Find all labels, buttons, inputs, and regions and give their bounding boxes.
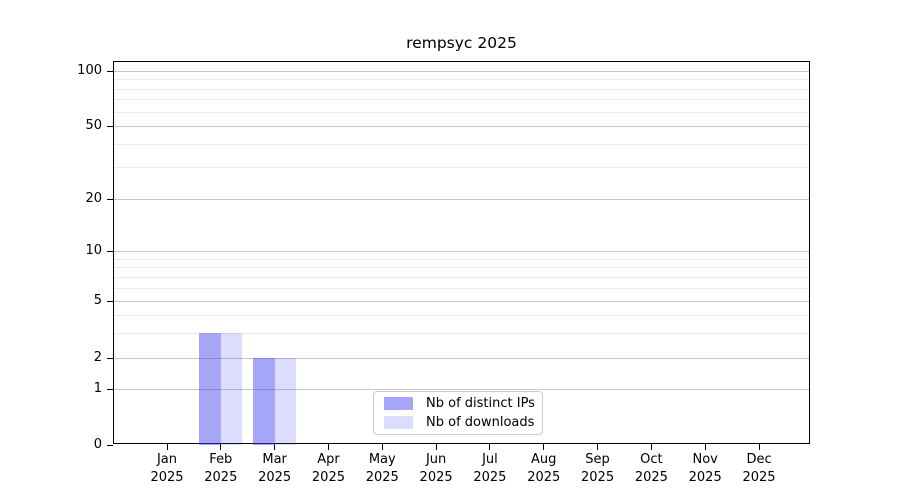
bar [220, 332, 243, 445]
x-label-year: 2025 [311, 469, 345, 485]
x-axis-tick-label: Nov 2025 [675, 451, 735, 486]
x-label-year: 2025 [527, 469, 561, 485]
x-label-month: Oct [640, 452, 663, 467]
minor-gridline [114, 314, 809, 316]
x-axis-tick [327, 444, 329, 450]
x-label-month: Dec [746, 452, 772, 467]
x-axis-tick [166, 444, 168, 450]
x-label-year: 2025 [473, 469, 507, 485]
y-axis-tick [107, 250, 113, 252]
major-gridline [114, 358, 809, 359]
legend-label: Nb of distinct IPs [426, 395, 535, 411]
minor-gridline [114, 88, 809, 90]
x-axis-tick-label: May 2025 [352, 451, 412, 486]
plot-area: Nb of distinct IPs Nb of downloads 0 1 2 5 10… [77, 61, 810, 485]
x-axis-tick-label: Feb 2025 [191, 451, 251, 486]
x-axis-tick-label: Jan 2025 [137, 451, 197, 486]
x-axis-tick [220, 444, 222, 450]
x-label-year: 2025 [419, 469, 453, 485]
x-axis-tick [597, 444, 599, 450]
x-label-month: Aug [531, 452, 557, 467]
y-axis-tick-label: 1 [93, 381, 102, 396]
minor-gridline [114, 111, 809, 113]
major-gridline [114, 126, 809, 127]
legend: Nb of distinct IPs Nb of downloads [373, 391, 543, 435]
bar [199, 332, 221, 445]
minor-gridline [114, 166, 809, 168]
bar [274, 358, 297, 445]
y-axis-tick-label: 50 [85, 118, 102, 133]
y-axis-tick [107, 388, 113, 390]
x-label-month: Jun [425, 452, 447, 467]
y-axis-tick-label: 20 [85, 191, 102, 206]
x-axis-tick-label: Jul 2025 [460, 451, 520, 486]
x-axis-tick [704, 444, 706, 450]
y-axis-tick [107, 198, 113, 200]
major-gridline [114, 389, 809, 390]
major-gridline [114, 71, 809, 72]
chart-title: rempsyc 2025 [406, 34, 517, 52]
x-axis-tick-label: Apr 2025 [298, 451, 358, 486]
x-label-year: 2025 [581, 469, 615, 485]
x-label-year: 2025 [150, 469, 184, 485]
x-label-month: Nov [692, 452, 718, 467]
minor-gridline [114, 99, 809, 101]
y-axis-tick [107, 300, 113, 302]
y-axis-tick-label: 5 [93, 293, 102, 308]
minor-gridline [114, 79, 809, 81]
x-label-year: 2025 [365, 469, 399, 485]
x-label-month: Jul [482, 452, 498, 467]
x-label-year: 2025 [742, 469, 776, 485]
x-axis-tick [274, 444, 276, 450]
major-gridline [114, 199, 809, 200]
minor-gridline [114, 143, 809, 145]
minor-gridline [114, 276, 809, 278]
x-axis-tick [435, 444, 437, 450]
major-gridline [114, 251, 809, 252]
minor-gridline [114, 267, 809, 269]
legend-entry: Nb of distinct IPs [384, 396, 542, 412]
bar [253, 358, 275, 445]
y-axis-tick [107, 357, 113, 359]
minor-gridline [114, 258, 809, 260]
x-label-month: Apr [317, 452, 340, 467]
major-gridline [114, 301, 809, 302]
x-label-month: May [368, 452, 396, 467]
legend-swatch [384, 416, 413, 429]
x-label-month: Mar [262, 452, 287, 467]
minor-gridline [114, 332, 809, 334]
x-axis-tick-label: Dec 2025 [729, 451, 789, 486]
legend-swatch [384, 397, 413, 410]
x-label-month: Jan [156, 452, 178, 467]
y-axis-tick [107, 444, 113, 446]
x-axis-tick [381, 444, 383, 450]
x-axis-tick-label: Aug 2025 [514, 451, 574, 486]
x-label-month: Feb [209, 452, 233, 467]
x-axis-tick [650, 444, 652, 450]
y-axis-tick-label: 100 [77, 63, 102, 78]
minor-gridline [114, 287, 809, 289]
y-axis-tick-label: 2 [93, 350, 102, 365]
x-axis-tick-label: Mar 2025 [245, 451, 305, 486]
x-axis-tick-label: Sep 2025 [568, 451, 628, 486]
x-label-year: 2025 [204, 469, 238, 485]
x-axis-tick [758, 444, 760, 450]
x-axis-tick-label: Oct 2025 [621, 451, 681, 486]
x-label-month: Sep [585, 452, 610, 467]
y-axis-tick [107, 70, 113, 72]
x-axis-tick [543, 444, 545, 450]
y-axis-tick-label: 0 [93, 437, 102, 452]
y-axis-tick-label: 10 [85, 243, 102, 258]
x-axis-tick [489, 444, 491, 450]
x-label-year: 2025 [688, 469, 722, 485]
legend-label: Nb of downloads [426, 414, 535, 430]
legend-entry: Nb of downloads [384, 415, 542, 431]
y-axis-tick [107, 125, 113, 127]
x-label-year: 2025 [258, 469, 292, 485]
x-label-year: 2025 [634, 469, 668, 485]
x-axis-tick-label: Jun 2025 [406, 451, 466, 486]
